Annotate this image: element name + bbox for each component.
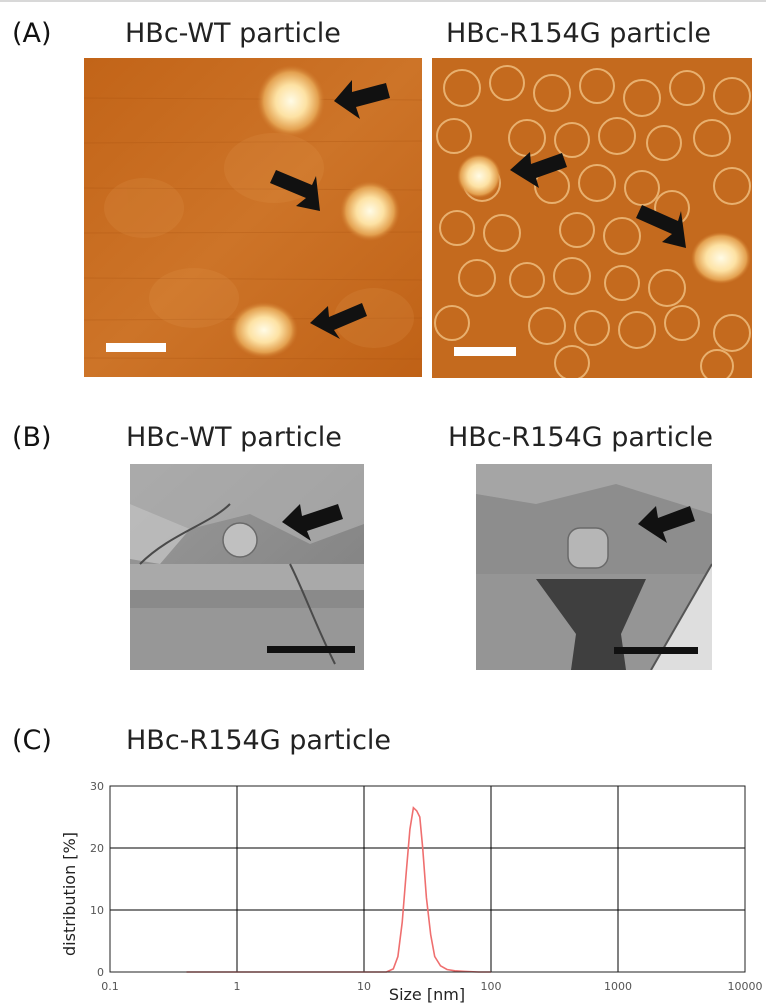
afm-image-r154g [432,58,752,378]
arrow-icon [510,152,686,248]
size-distribution-chart: 0 10 20 30 0.1 1 10 100 1000 10000 distribution … [60,780,763,1004]
afm-image-wt [84,58,422,377]
y-tick-label: 30 [90,780,104,793]
sem-image-r154g [476,464,712,670]
arrow-icon [270,80,390,339]
x-tick-label: 1000 [604,980,632,993]
scale-bar [106,343,166,352]
scale-bar [454,347,516,356]
panel-a-right-title: HBc-R154G particle [446,18,712,49]
y-axis-label: distribution [%] [60,832,79,956]
sem-image-wt [130,464,364,670]
x-tick-label: 1 [234,980,241,993]
panel-a-label: (A) [12,18,52,49]
panel-c-label: (C) [12,725,52,756]
panel-c-title: HBc-R154G particle [126,725,392,756]
arrow-icon [638,506,695,543]
panel-b-right-title: HBc-R154G particle [448,422,714,453]
y-tick-label: 10 [90,904,104,917]
x-axis-label: Size [nm] [389,985,465,1004]
panel-a-left-title: HBc-WT particle [125,18,341,49]
scale-bar [267,646,355,653]
x-tick-label: 0.1 [101,980,119,993]
x-tick-label: 100 [481,980,502,993]
y-tick-label: 20 [90,842,104,855]
panel-b-left-title: HBc-WT particle [126,422,342,453]
x-tick-label: 10000 [728,980,763,993]
scale-bar [614,647,698,654]
arrow-icon [282,504,343,541]
top-rule [0,0,766,2]
y-tick-label: 0 [97,966,104,979]
panel-b-label: (B) [12,422,52,453]
x-tick-label: 10 [357,980,371,993]
distribution-curve [186,806,491,973]
